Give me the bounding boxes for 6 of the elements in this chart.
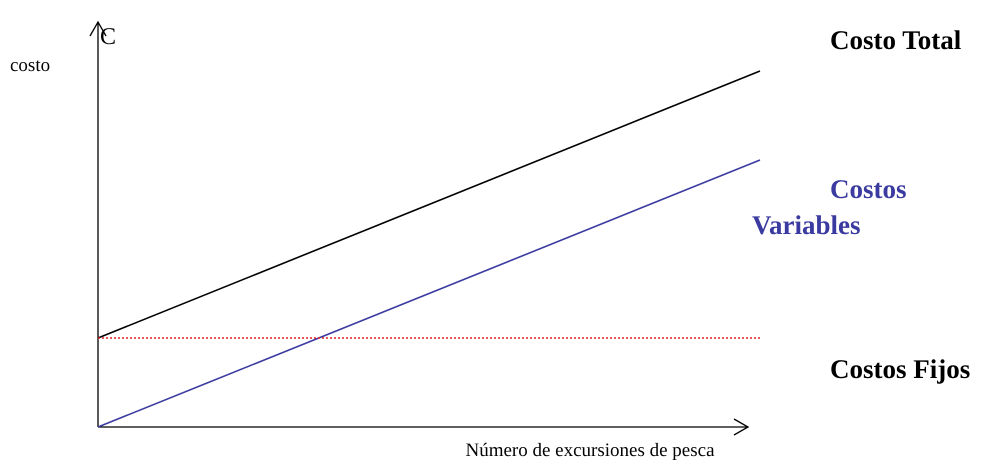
x-axis-title: Número de excursiones de pesca — [465, 440, 716, 461]
y-axis-title: costo — [10, 55, 50, 76]
text: Costo Total — [830, 25, 962, 55]
series-label: Costos Variables — [752, 174, 907, 240]
text: C — [100, 24, 116, 50]
text: Costos Fijos — [830, 354, 970, 384]
